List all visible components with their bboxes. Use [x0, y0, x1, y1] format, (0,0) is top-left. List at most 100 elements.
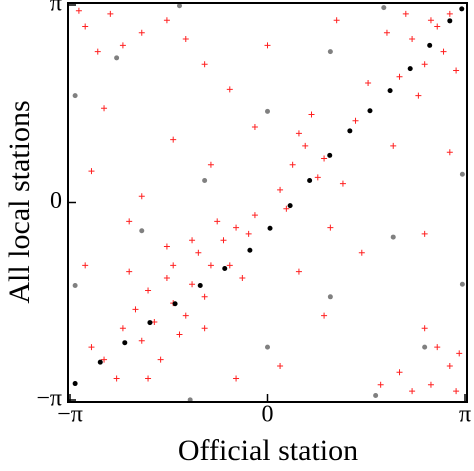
x-tick-label: −π: [57, 402, 83, 428]
point: [226, 86, 233, 93]
point: [163, 243, 170, 250]
point: [157, 356, 164, 363]
point: [214, 218, 221, 225]
point: [321, 312, 328, 319]
point: [390, 142, 397, 149]
point: [327, 152, 333, 158]
point: [182, 36, 189, 43]
point: [147, 320, 153, 326]
point: [358, 249, 365, 256]
point: [264, 42, 271, 49]
point: [138, 193, 145, 200]
point: [402, 10, 409, 17]
point: [139, 228, 145, 234]
point: [195, 249, 202, 256]
point: [197, 282, 203, 288]
point: [421, 230, 428, 237]
point: [207, 262, 214, 269]
point: [267, 225, 273, 231]
point: [119, 325, 126, 332]
point: [163, 17, 170, 24]
point: [427, 381, 434, 388]
point: [226, 262, 233, 269]
point: [145, 375, 152, 382]
point: [396, 73, 403, 80]
point: [189, 237, 196, 244]
point: [347, 128, 353, 134]
point: [88, 344, 95, 351]
point: [339, 180, 346, 187]
x-axis-label: Official station: [178, 434, 358, 467]
y-tick-label: 0: [50, 188, 62, 214]
point: [101, 356, 108, 363]
point: [390, 234, 396, 240]
point: [207, 161, 214, 168]
point: [113, 375, 120, 382]
point: [202, 177, 208, 183]
point: [365, 80, 372, 87]
point: [434, 344, 441, 351]
point: [251, 212, 258, 219]
plot-frame: [67, 2, 468, 403]
point: [138, 29, 145, 36]
point: [407, 66, 413, 72]
point: [459, 281, 465, 287]
point: [352, 117, 359, 124]
point: [327, 49, 333, 55]
y-tick-label: −π: [36, 386, 62, 412]
point: [421, 325, 428, 332]
point: [222, 266, 228, 272]
point: [327, 294, 333, 300]
point: [302, 142, 309, 149]
point: [72, 93, 78, 99]
point: [456, 350, 463, 357]
point: [383, 29, 390, 36]
point: [409, 388, 416, 395]
point: [182, 312, 189, 319]
x-tick-label: π: [459, 402, 471, 428]
point: [321, 155, 328, 162]
point: [245, 230, 252, 237]
point: [440, 48, 447, 55]
point: [176, 331, 183, 338]
point: [373, 392, 379, 398]
point: [107, 10, 114, 17]
point: [377, 381, 384, 388]
point: [94, 48, 101, 55]
point: [446, 362, 453, 369]
point: [75, 7, 82, 14]
point: [170, 136, 177, 143]
point: [277, 186, 284, 193]
point: [233, 224, 240, 231]
point: [172, 301, 178, 307]
point: [289, 161, 296, 168]
point: [295, 130, 302, 137]
point: [307, 177, 313, 183]
point: [170, 262, 177, 269]
point: [415, 92, 422, 99]
point: [122, 340, 128, 346]
point: [101, 105, 108, 112]
point: [427, 42, 433, 48]
point: [126, 218, 133, 225]
point: [427, 17, 434, 24]
point: [138, 337, 145, 344]
point: [88, 168, 95, 175]
x-tick-label: 0: [262, 402, 274, 428]
point: [314, 174, 321, 181]
point: [176, 3, 182, 9]
point: [333, 17, 340, 24]
point: [447, 18, 453, 24]
point: [201, 293, 208, 300]
point: [145, 287, 152, 294]
point: [327, 224, 334, 231]
point: [409, 36, 416, 43]
point: [446, 149, 453, 156]
point: [295, 268, 302, 275]
point: [283, 205, 290, 212]
point: [453, 388, 460, 395]
y-tick-label: π: [50, 0, 62, 17]
point: [126, 268, 133, 275]
point: [119, 42, 126, 49]
point: [422, 344, 428, 350]
